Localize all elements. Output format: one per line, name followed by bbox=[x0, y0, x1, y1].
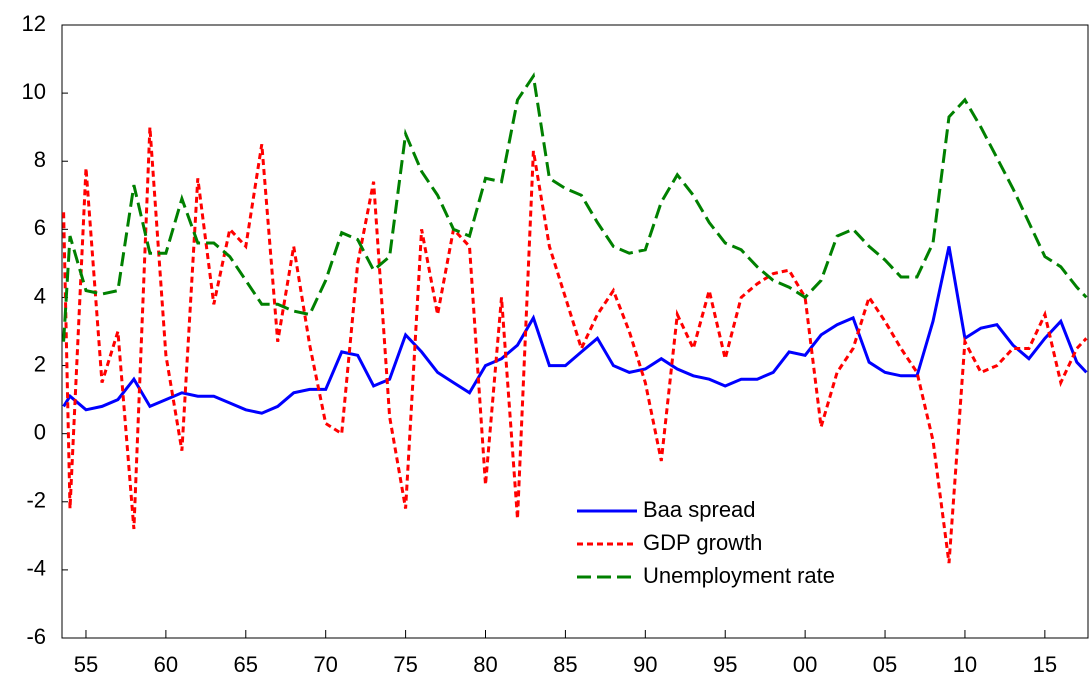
x-tick-label: 75 bbox=[393, 652, 417, 677]
x-tick-label: 10 bbox=[953, 652, 977, 677]
x-tick-label: 00 bbox=[793, 652, 817, 677]
y-tick-label: 0 bbox=[34, 419, 46, 444]
y-tick-label: -4 bbox=[26, 556, 46, 581]
series-line bbox=[62, 72, 1088, 342]
x-tick-label: 15 bbox=[1033, 652, 1057, 677]
legend-label: Unemployment rate bbox=[643, 563, 835, 588]
y-tick-label: 2 bbox=[34, 351, 46, 376]
y-tick-label: 4 bbox=[34, 283, 46, 308]
y-tick-label: -6 bbox=[26, 624, 46, 649]
x-tick-label: 95 bbox=[713, 652, 737, 677]
y-tick-label: -2 bbox=[26, 488, 46, 513]
y-tick-label: 8 bbox=[34, 147, 46, 172]
x-tick-label: 60 bbox=[154, 652, 178, 677]
series-line bbox=[62, 127, 1088, 564]
y-tick-label: 10 bbox=[22, 79, 46, 104]
x-tick-label: 85 bbox=[553, 652, 577, 677]
legend-label: Baa spread bbox=[643, 497, 756, 522]
x-tick-label: 70 bbox=[313, 652, 337, 677]
x-tick-label: 65 bbox=[234, 652, 258, 677]
plot-frame bbox=[61, 24, 1089, 639]
x-tick-label: 80 bbox=[473, 652, 497, 677]
y-tick-label: 6 bbox=[34, 215, 46, 240]
legend-label: GDP growth bbox=[643, 530, 762, 555]
x-tick-label: 90 bbox=[633, 652, 657, 677]
series-line bbox=[62, 246, 1088, 415]
y-tick-label: 12 bbox=[22, 11, 46, 36]
x-tick-label: 55 bbox=[74, 652, 98, 677]
x-tick-label: 05 bbox=[873, 652, 897, 677]
